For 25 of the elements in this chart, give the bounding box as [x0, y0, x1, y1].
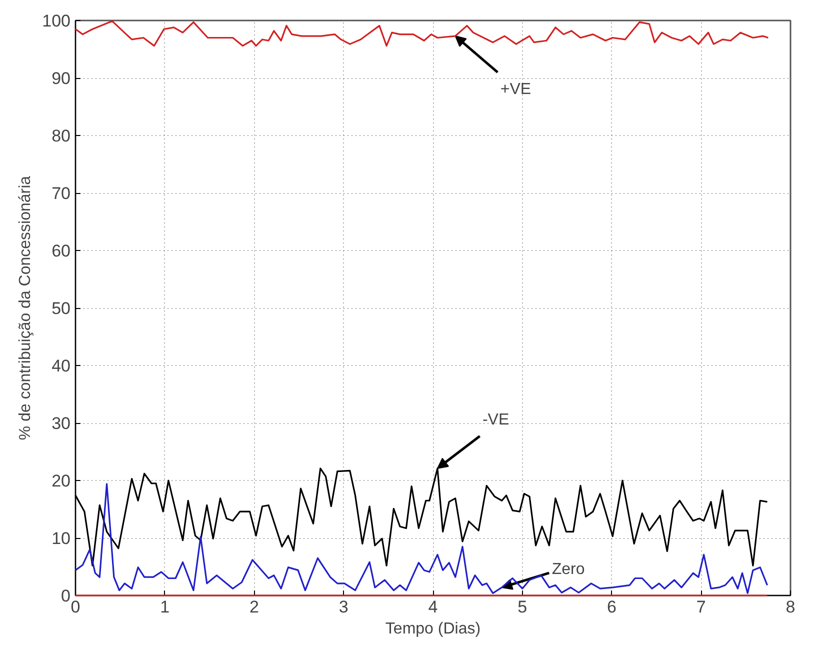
y-tick-label: 90: [52, 69, 71, 88]
y-tick-label: 50: [52, 299, 71, 318]
annotation: +VE: [500, 81, 532, 98]
x-tick-label: 5: [518, 598, 528, 616]
x-tick-label: 2: [250, 598, 259, 616]
x-tick-label: 3: [338, 598, 348, 616]
y-tick-label: 40: [52, 356, 71, 376]
y-axis-title: % de contribuição da Concessionária: [17, 176, 34, 440]
y-tick-label: 20: [52, 472, 71, 490]
y-tick-label: 70: [52, 184, 71, 203]
x-tick-label: 1: [160, 598, 170, 616]
y-tick-label: 10: [52, 529, 71, 548]
y-tick-label: 60: [52, 242, 71, 260]
line-series: [74, 483, 768, 594]
x-axis-title: Tempo (Dias): [385, 620, 481, 638]
x-tick-label: 7: [696, 598, 706, 616]
annotation: -VE: [482, 411, 510, 428]
y-tick-label: 100: [42, 12, 71, 30]
x-tick-label: 4: [428, 598, 438, 616]
annotation: Zero: [552, 560, 585, 578]
y-tick-label: 30: [52, 414, 71, 433]
y-tick-label: 80: [52, 126, 71, 146]
x-tick-label: 6: [607, 598, 616, 616]
x-tick-label: 8: [786, 598, 796, 616]
line-series: [74, 20, 769, 47]
